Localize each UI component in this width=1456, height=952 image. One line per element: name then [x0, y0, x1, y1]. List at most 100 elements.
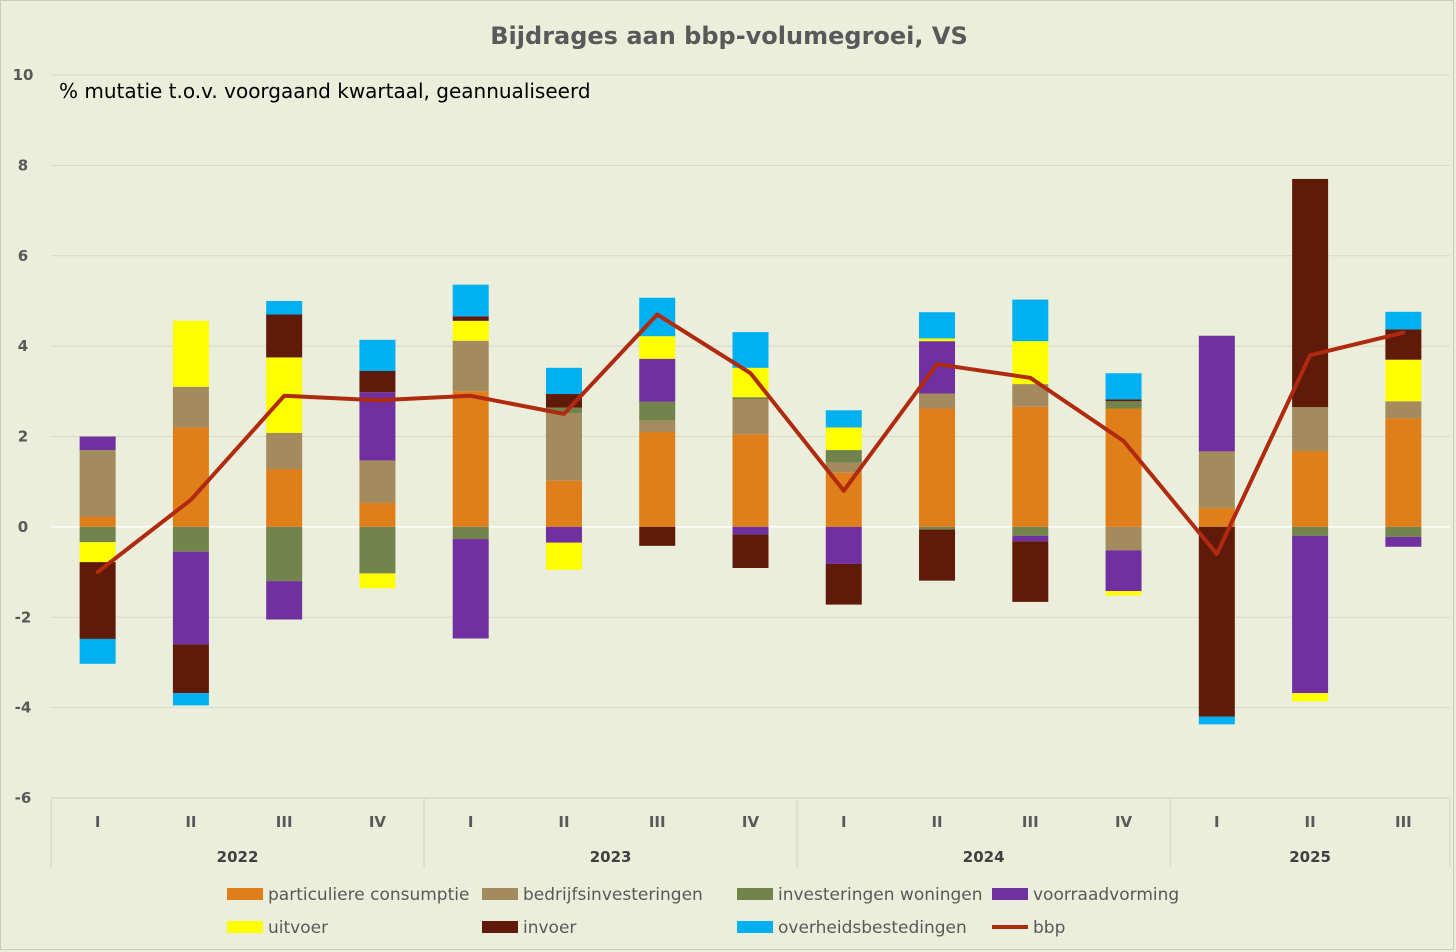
legend-swatch-uitvoer — [227, 921, 263, 933]
bar-voorraadvorming-6 — [545, 526, 582, 543]
bar-bedrijfsinvesteringen-4 — [359, 460, 396, 503]
legend-label-overheidsbestedingen: overheidsbestedingen — [778, 918, 967, 938]
bbp-line-series — [95, 312, 1406, 575]
x-tick-label: IV — [369, 813, 387, 831]
bar-uitvoer-5 — [452, 320, 489, 341]
y-tick-label: 10 — [13, 66, 34, 84]
x-tick-label: II — [185, 813, 196, 831]
bar-investeringen-woningen-11 — [1012, 526, 1049, 536]
bar-overheidsbestedingen-5 — [452, 284, 489, 317]
bar-bedrijfsinvesteringen-15 — [1385, 401, 1422, 419]
legend-label-particuliere-consumptie: particuliere consumptie — [268, 885, 469, 905]
x-tick-label: II — [558, 813, 569, 831]
bar-bedrijfsinvesteringen-14 — [1292, 407, 1329, 451]
bar-invoer-1 — [79, 562, 116, 639]
y-tick-label: 6 — [18, 247, 28, 265]
legend-swatch-particuliere-consumptie — [227, 888, 263, 900]
bar-series — [79, 178, 1422, 725]
bar-particuliere-consumptie-15 — [1385, 418, 1422, 527]
bar-particuliere-consumptie-9 — [825, 472, 862, 527]
y-tick-label: 0 — [18, 518, 28, 536]
legend-label-uitvoer: uitvoer — [268, 918, 328, 938]
bar-voorraadvorming-9 — [825, 526, 862, 564]
y-tick-label: -2 — [15, 608, 32, 626]
y-tick-label: 2 — [18, 428, 28, 446]
bar-investeringen-woningen-6 — [545, 407, 582, 414]
year-label-2022: 2022 — [217, 848, 259, 866]
y-tick-label: 4 — [18, 337, 28, 355]
bar-particuliere-consumptie-4 — [359, 502, 396, 527]
bar-voorraadvorming-1 — [79, 436, 116, 451]
bar-uitvoer-1 — [79, 542, 116, 563]
bar-overheidsbestedingen-9 — [825, 410, 862, 428]
chart-subtitle: % mutatie t.o.v. voorgaand kwartaal, gea… — [59, 79, 591, 103]
x-tick-label: III — [649, 813, 666, 831]
bar-investeringen-woningen-15 — [1385, 526, 1422, 537]
x-tick-label: I — [468, 813, 474, 831]
bar-investeringen-woningen-7 — [639, 401, 676, 421]
bar-overheidsbestedingen-10 — [919, 312, 956, 339]
y-tick-label: -6 — [15, 789, 32, 807]
bar-uitvoer-15 — [1385, 359, 1422, 402]
legend: particuliere consumptie bedrijfsinvesteri… — [227, 885, 1179, 938]
x-tick-label: IV — [1115, 813, 1133, 831]
x-tick-label: I — [95, 813, 101, 831]
x-tick-label: I — [841, 813, 847, 831]
y-tick-label: 8 — [18, 156, 28, 174]
bar-invoer-14 — [1292, 178, 1329, 408]
bar-voorraadvorming-8 — [732, 526, 769, 535]
bar-investeringen-woningen-10 — [919, 526, 956, 530]
bar-voorraadvorming-7 — [639, 358, 676, 402]
legend-swatch-investeringen-woningen — [737, 888, 773, 900]
y-axis: -6 -4 -2 0 2 4 6 8 10 — [13, 66, 34, 807]
chart-title: Bijdrages aan bbp-volumegroei, VS — [490, 22, 967, 50]
bar-uitvoer-10 — [919, 338, 956, 342]
bar-investeringen-woningen-3 — [266, 526, 303, 582]
bar-particuliere-consumptie-13 — [1198, 507, 1235, 527]
bar-particuliere-consumptie-3 — [266, 469, 303, 527]
year-label-2024: 2024 — [963, 848, 1005, 866]
bar-overheidsbestedingen-2 — [172, 693, 209, 706]
bar-particuliere-consumptie-8 — [732, 434, 769, 527]
bar-uitvoer-12 — [1105, 591, 1142, 596]
bar-bedrijfsinvesteringen-6 — [545, 413, 582, 481]
bar-invoer-8 — [732, 534, 769, 568]
bar-overheidsbestedingen-3 — [266, 300, 303, 315]
bar-uitvoer-6 — [545, 542, 582, 570]
x-tick-label: IV — [742, 813, 760, 831]
bar-bedrijfsinvesteringen-8 — [732, 398, 769, 435]
bar-particuliere-consumptie-12 — [1105, 408, 1142, 527]
bar-uitvoer-9 — [825, 427, 862, 451]
bar-invoer-2 — [172, 644, 209, 694]
y-tick-label: -4 — [15, 699, 32, 717]
bar-bedrijfsinvesteringen-9 — [825, 462, 862, 473]
x-tick-label: II — [1305, 813, 1316, 831]
legend-swatch-invoer — [482, 921, 518, 933]
bar-invoer-3 — [266, 314, 303, 358]
bar-voorraadvorming-14 — [1292, 535, 1329, 694]
legend-label-bbp: bbp — [1033, 918, 1065, 938]
bar-uitvoer-7 — [639, 336, 676, 359]
bar-overheidsbestedingen-12 — [1105, 373, 1142, 400]
bar-bedrijfsinvesteringen-2 — [172, 386, 209, 428]
bar-invoer-10 — [919, 529, 956, 581]
bar-overheidsbestedingen-11 — [1012, 299, 1049, 342]
bar-invoer-4 — [359, 370, 396, 393]
bar-invoer-12 — [1105, 399, 1142, 402]
bar-invoer-11 — [1012, 541, 1049, 602]
bar-investeringen-woningen-12 — [1105, 401, 1142, 409]
bar-investeringen-woningen-9 — [825, 450, 862, 463]
bar-bedrijfsinvesteringen-13 — [1198, 451, 1235, 508]
bar-investeringen-woningen-2 — [172, 526, 209, 552]
x-tick-label: III — [1022, 813, 1039, 831]
bar-voorraadvorming-13 — [1198, 335, 1235, 452]
bar-invoer-13 — [1198, 526, 1235, 717]
bar-particuliere-consumptie-5 — [452, 391, 489, 527]
bar-investeringen-woningen-14 — [1292, 526, 1329, 536]
x-tick-label: III — [276, 813, 293, 831]
bar-investeringen-woningen-8 — [732, 397, 769, 399]
bar-bedrijfsinvesteringen-10 — [919, 393, 956, 409]
